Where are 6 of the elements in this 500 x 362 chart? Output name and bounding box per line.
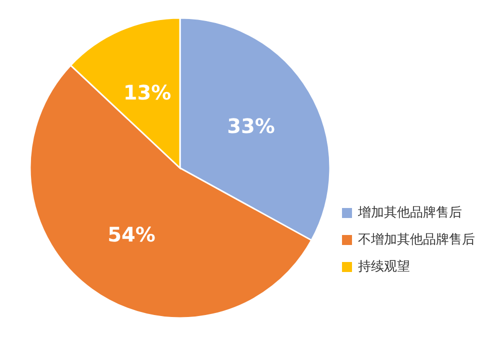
legend-label: 持续观望 xyxy=(358,260,410,274)
data-label: 54% xyxy=(108,222,156,247)
data-label: 33% xyxy=(227,114,275,138)
legend-label: 不增加其他品牌售后 xyxy=(358,232,475,248)
legend-label: 增加其他品牌售后 xyxy=(357,206,462,220)
data-label: 13% xyxy=(123,80,172,104)
